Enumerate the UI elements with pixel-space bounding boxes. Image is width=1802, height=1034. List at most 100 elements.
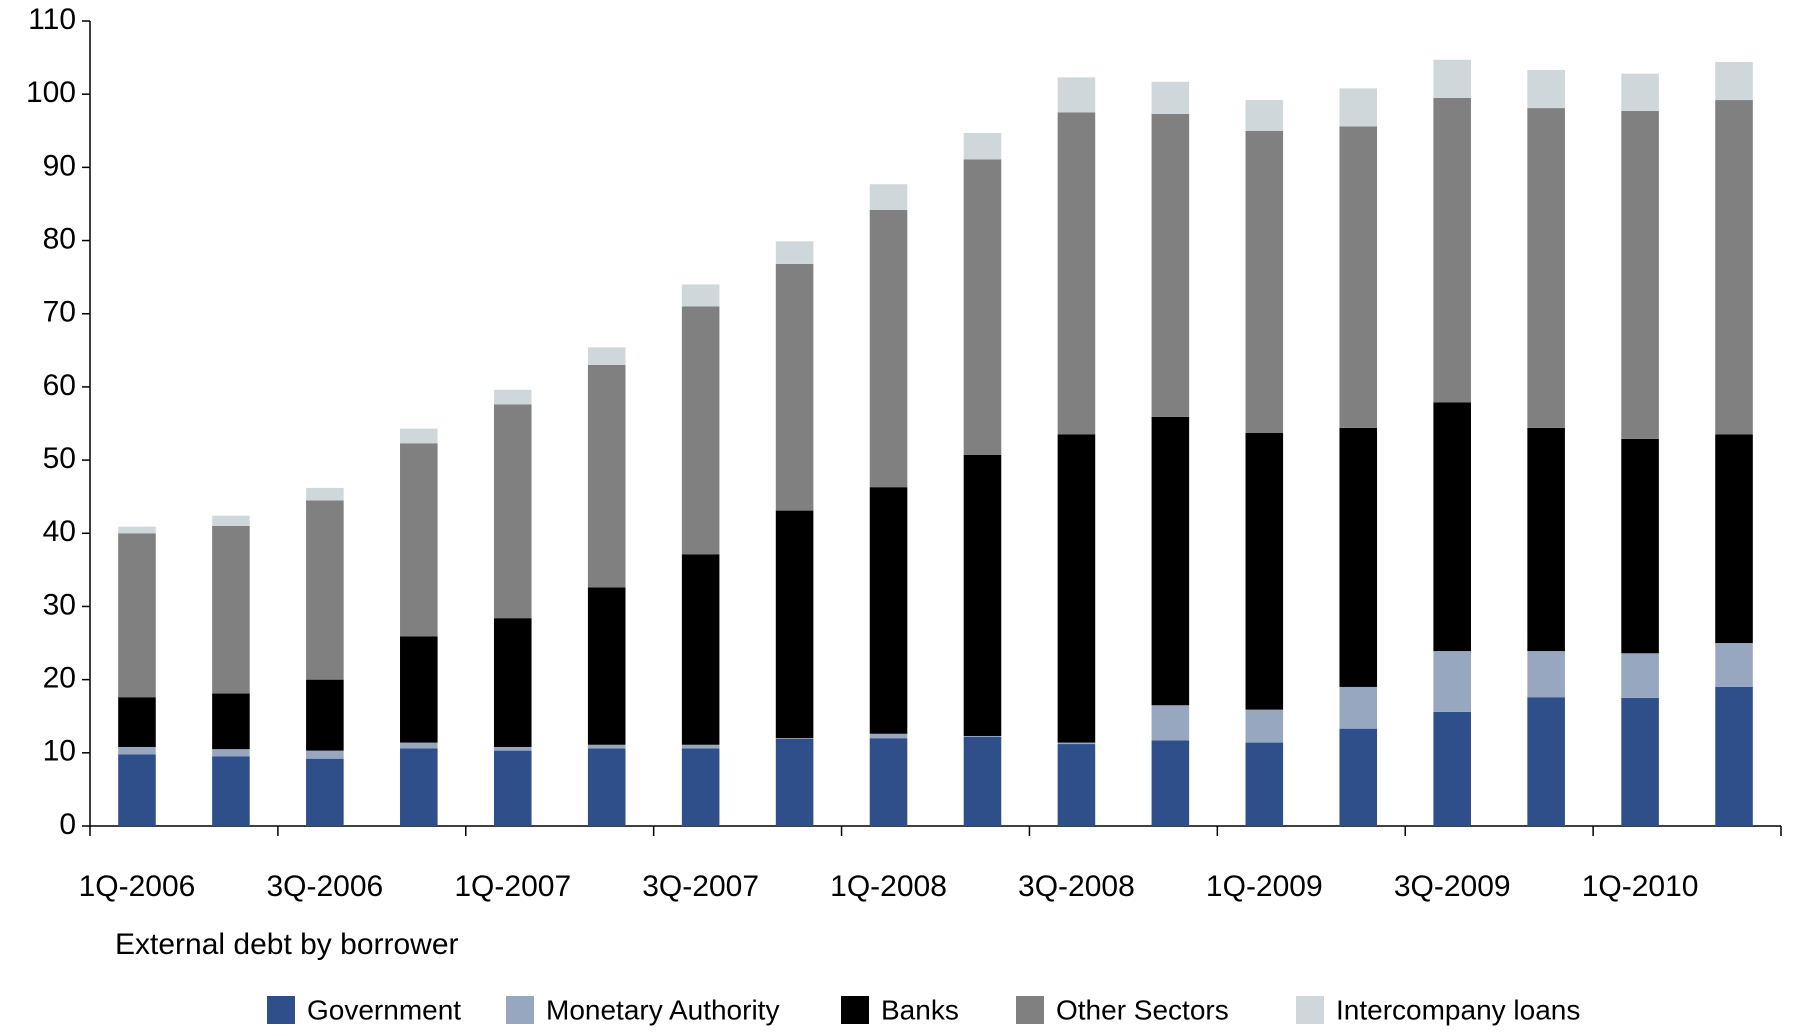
bar-segment (775, 738, 814, 739)
bar-segment (1527, 427, 1565, 652)
bar-segment (306, 750, 344, 759)
bar-segment (1715, 100, 1753, 435)
y-tick-label: 0 (59, 808, 76, 841)
bar-segment (1621, 697, 1659, 826)
bar-segment (212, 515, 250, 526)
bar-segment (1339, 686, 1378, 729)
y-tick-label: 50 (43, 442, 76, 475)
bar-segment (963, 736, 1002, 826)
bar-segment (493, 746, 532, 751)
bar-segment (118, 697, 156, 747)
bar-segment (212, 756, 250, 826)
bar-segment (963, 159, 1002, 455)
chart-subtitle: External debt by borrower (115, 928, 459, 961)
bar-segment (493, 750, 532, 826)
bar-segment (1621, 111, 1659, 439)
x-tick-label: 1Q-2010 (1582, 870, 1699, 903)
legend-label: Other Sectors (1056, 994, 1229, 1025)
bar-segment (587, 587, 626, 745)
legend-swatch (267, 996, 295, 1024)
legend-swatch (1296, 996, 1324, 1024)
bar-segment (212, 749, 250, 757)
bar-segment (1057, 744, 1096, 826)
bar-segment (1715, 61, 1753, 101)
bar-segment (1151, 416, 1190, 706)
bar-segment (1057, 77, 1096, 113)
bar-segment (1621, 73, 1659, 112)
bar-segment (775, 510, 814, 739)
legend-swatch (841, 996, 869, 1024)
bar-segment (1527, 108, 1565, 428)
bar-segment (1245, 709, 1284, 743)
y-tick-label: 20 (43, 662, 76, 695)
bar-segment (1527, 697, 1565, 826)
bar-segment (306, 500, 344, 680)
bar-segment (1433, 97, 1471, 403)
legend-label: Monetary Authority (546, 994, 779, 1025)
bar-segment (1151, 81, 1190, 114)
y-tick-label: 110 (28, 3, 76, 36)
bar-segment (1057, 112, 1096, 435)
bar-segment (1151, 705, 1190, 741)
bar-segment (681, 284, 720, 307)
legend-label: Intercompany loans (1336, 994, 1580, 1025)
y-tick-label: 100 (26, 76, 76, 109)
bar-segment (493, 404, 532, 619)
bar-segment (306, 679, 344, 751)
bar-segment (587, 748, 626, 826)
bar-segment (118, 526, 156, 534)
bar-segment (118, 754, 156, 826)
bar-segment (1715, 643, 1753, 687)
bar-segment (869, 733, 908, 739)
bar-segment (306, 758, 344, 826)
legend-label: Banks (881, 994, 959, 1025)
bar-segment (400, 742, 438, 749)
bar-segment (681, 554, 720, 745)
bar-segment (1245, 130, 1284, 434)
bar-segment (400, 443, 438, 637)
legend-swatch (1016, 996, 1044, 1024)
bar-segment (493, 618, 532, 747)
bar-segment (775, 241, 814, 264)
legend-label: Government (307, 994, 461, 1025)
bar-segment (869, 184, 908, 210)
x-tick-label: 3Q-2007 (642, 870, 759, 903)
y-tick-label: 70 (43, 296, 76, 329)
y-tick-label: 40 (43, 515, 76, 548)
bar-segment (1057, 742, 1096, 745)
bar-segment (1527, 70, 1565, 109)
bar-segment (1339, 728, 1378, 826)
bar-segment (118, 533, 156, 698)
bar-segment (1245, 433, 1284, 710)
bar-segment (869, 738, 908, 826)
bar-segment (963, 132, 1002, 160)
bar-segment (212, 525, 250, 694)
x-tick-label: 3Q-2006 (266, 870, 383, 903)
bar-segment (1715, 686, 1753, 826)
bar-segment (1151, 113, 1190, 417)
bar-segment (1245, 100, 1284, 131)
bar-segment (400, 636, 438, 743)
bar-segment (212, 693, 250, 750)
bar-segment (681, 306, 720, 555)
x-tick-label: 1Q-2006 (79, 870, 196, 903)
bar-segment (1151, 740, 1190, 826)
x-tick-label: 3Q-2008 (1018, 870, 1135, 903)
bar-segment (1339, 88, 1378, 127)
bar-segment (1527, 651, 1565, 698)
y-tick-label: 90 (43, 149, 76, 182)
y-tick-label: 10 (43, 735, 76, 768)
bar-segment (1339, 427, 1378, 687)
bar-segment (118, 746, 156, 755)
bar-segment (587, 744, 626, 749)
bar-segment (400, 428, 438, 444)
bar-segment (869, 487, 908, 734)
legend-swatch (506, 996, 534, 1024)
bar-segment (1433, 402, 1471, 652)
y-tick-label: 30 (43, 588, 76, 621)
bar-segment (1621, 653, 1659, 698)
bar-segment (306, 487, 344, 501)
bar-segment (1057, 434, 1096, 743)
bar-segment (1433, 59, 1471, 98)
x-tick-label: 1Q-2007 (454, 870, 571, 903)
